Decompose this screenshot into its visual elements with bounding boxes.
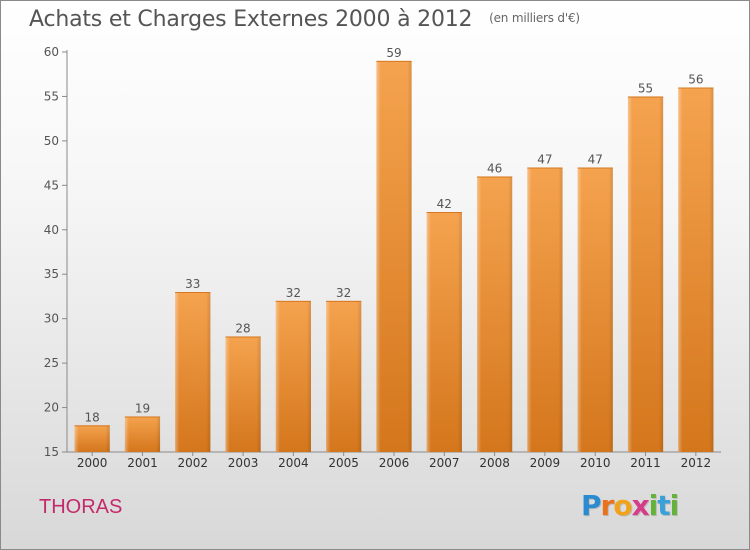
bar-value-label: 28 — [235, 321, 250, 335]
logo-letter: i — [648, 489, 659, 522]
x-tick-label: 2007 — [429, 456, 460, 470]
chart-unit-label: (en milliers d'€) — [489, 11, 580, 25]
bar-shading — [527, 167, 563, 453]
bar-shading — [124, 416, 161, 452]
x-tick-label: 2004 — [278, 456, 309, 470]
x-tick-label: 2003 — [228, 456, 259, 470]
y-tick-label: 15 — [44, 445, 59, 459]
bar-shading — [577, 167, 613, 453]
x-tick-label: 2005 — [328, 456, 359, 470]
x-tick-label: 2001 — [127, 456, 158, 470]
logo-letter: t — [657, 489, 670, 522]
logo-letter: x — [631, 489, 650, 522]
x-tick-label: 2002 — [177, 456, 208, 470]
bar-value-label: 47 — [588, 153, 603, 167]
y-tick-label: 40 — [44, 223, 59, 237]
bar-value-label: 59 — [386, 46, 401, 60]
bar-value-label: 46 — [487, 161, 502, 175]
proxiti-logo: Proxiti — [581, 489, 680, 522]
x-tick-label: 2000 — [77, 456, 108, 470]
y-axis: 15 20 25 30 35 40 45 50 55 60 — [44, 45, 68, 459]
bar-shading — [74, 425, 110, 452]
bars: 18 19 33 28 32 32 59 42 46 47 47 55 56 — [74, 46, 714, 453]
x-tick-label: 2012 — [681, 456, 712, 470]
y-tick-label: 25 — [44, 356, 59, 370]
bar-shading — [426, 212, 462, 452]
bar-shading — [275, 300, 311, 452]
bar-shading — [376, 60, 412, 453]
y-tick-label: 30 — [44, 312, 59, 326]
bar-value-label: 19 — [135, 401, 150, 415]
x-tick-label: 2008 — [479, 456, 510, 470]
bar-shading — [678, 87, 714, 453]
y-tick-label: 45 — [44, 178, 59, 192]
y-tick-label: 55 — [44, 89, 59, 103]
bar-value-label: 42 — [437, 197, 452, 211]
y-tick-label: 60 — [44, 45, 59, 59]
chart-title: Achats et Charges Externes 2000 à 2012 (… — [29, 7, 580, 32]
chart-title-text: Achats et Charges Externes 2000 à 2012 — [29, 7, 473, 32]
bar-value-label: 56 — [688, 73, 703, 87]
y-tick-label: 50 — [44, 134, 59, 148]
bar-shading — [477, 176, 513, 452]
bar-value-label: 18 — [85, 410, 100, 424]
x-tick-label: 2009 — [530, 456, 561, 470]
bar-value-label: 47 — [537, 153, 552, 167]
x-tick-label: 2010 — [580, 456, 611, 470]
x-tick-label: 2011 — [630, 456, 661, 470]
logo-letter: o — [613, 489, 632, 522]
bar-value-label: 33 — [185, 277, 200, 291]
logo-letter: P — [581, 489, 602, 522]
bar-shading — [175, 292, 211, 452]
y-tick-label: 35 — [44, 267, 59, 281]
logo-letter: i — [669, 489, 680, 522]
bar-shading — [627, 96, 664, 452]
x-tick-label: 2006 — [379, 456, 410, 470]
bar-value-label: 32 — [336, 286, 351, 300]
bar-value-label: 32 — [286, 286, 301, 300]
logo-letter: r — [600, 489, 615, 522]
y-tick-label: 20 — [44, 401, 59, 415]
bar-shading — [225, 336, 261, 452]
location-label: THORAS — [39, 496, 123, 518]
x-axis: 2000 2001 2002 2003 2004 2005 2006 2007 2008 2009… — [67, 451, 721, 470]
bar-value-label: 55 — [638, 81, 653, 95]
bar-shading — [326, 300, 362, 452]
